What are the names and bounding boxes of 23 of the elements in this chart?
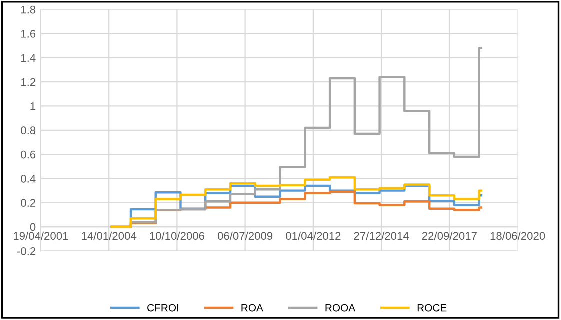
y-tick-label: 0 bbox=[30, 223, 36, 232]
legend-label: ROCE bbox=[418, 304, 447, 312]
x-tick-label: 27/12/2014 bbox=[354, 232, 410, 240]
x-tick-label: 18/06/2020 bbox=[490, 232, 546, 240]
x-tick-label: 10/10/2006 bbox=[150, 232, 205, 240]
y-tick-label: 0.6 bbox=[21, 150, 36, 159]
y-tick-label: 0.2 bbox=[21, 199, 36, 208]
x-tick-label: 19/04/2001 bbox=[14, 232, 68, 240]
x-tick-label: 06/07/2009 bbox=[218, 232, 273, 240]
legend-label: ROA bbox=[242, 304, 264, 312]
x-tick-label: 14/01/2004 bbox=[82, 232, 137, 240]
x-tick-label: 22/09/2017 bbox=[422, 232, 477, 240]
y-tick-label: 0.8 bbox=[21, 126, 36, 135]
y-tick-label: 1 bbox=[30, 102, 36, 110]
y-tick-label: 0.4 bbox=[21, 174, 36, 183]
x-tick-label: 01/04/2012 bbox=[286, 232, 341, 240]
y-tick-label: 1.6 bbox=[21, 30, 36, 38]
y-tick-label: 1.4 bbox=[21, 54, 36, 62]
y-tick-label: 1.8 bbox=[21, 6, 36, 14]
legend-label: CFROI bbox=[148, 304, 178, 312]
y-tick-label: -0.2 bbox=[17, 247, 36, 256]
legend-label: ROOA bbox=[326, 304, 356, 312]
y-tick-label: 1.2 bbox=[21, 78, 36, 86]
